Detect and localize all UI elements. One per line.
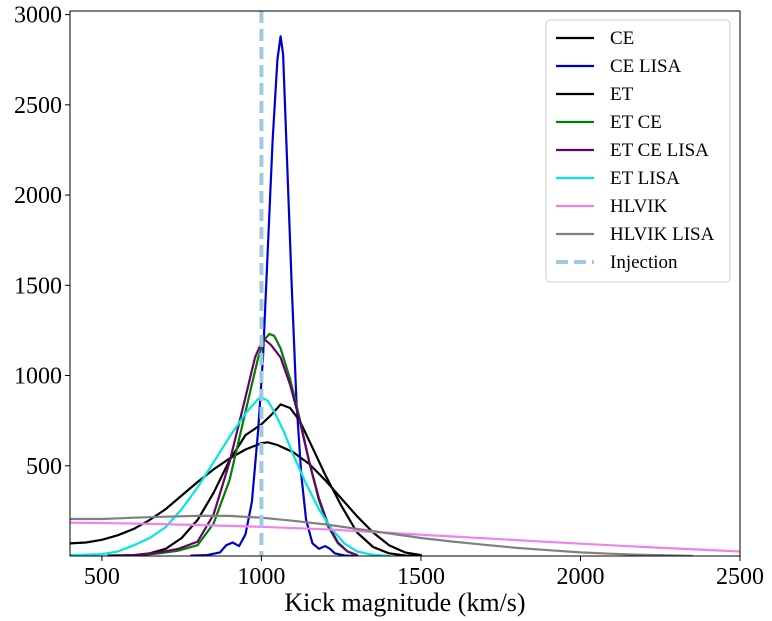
x-axis-title: Kick magnitude (km/s)	[284, 588, 525, 617]
series-line-ce-lisa	[190, 35, 356, 556]
x-tick-label: 1500	[397, 564, 445, 590]
y-tick-label: 1000	[14, 364, 62, 390]
series-line-ce	[70, 441, 423, 556]
x-tick-label: 500	[84, 564, 120, 590]
y-tick-label: 1500	[14, 273, 62, 299]
legend-label-hlvik-lisa: HLVIK LISA	[610, 224, 715, 245]
series-line-hlvik-lisa	[70, 514, 694, 556]
legend-box	[545, 19, 731, 283]
x-tick-label: 1000	[237, 564, 285, 590]
x-axis: 500 1000 1500 2000 2500	[84, 556, 764, 590]
legend: CE CE LISA ET ET CE ET CE LISA ET LISA HLVIK HL…	[545, 19, 731, 283]
y-tick-label: 2000	[14, 183, 62, 209]
y-tick-label: 2500	[14, 93, 62, 119]
legend-label-et: ET	[610, 84, 634, 105]
y-tick-label: 500	[26, 454, 62, 480]
legend-label-et-lisa: ET LISA	[610, 168, 680, 189]
legend-label-ce-lisa: CE LISA	[610, 56, 682, 77]
x-tick-label: 2500	[716, 564, 764, 590]
plot-frame	[69, 10, 741, 557]
legend-label-hlvik: HLVIK	[610, 196, 668, 217]
legend-label-ce: CE	[610, 28, 634, 49]
x-tick-label: 2000	[556, 564, 604, 590]
series-line-hlvik	[70, 521, 740, 553]
series-line-et-ce-lisa	[119, 338, 359, 556]
legend-label-et-ce: ET CE	[610, 112, 662, 133]
series-line-et	[107, 403, 423, 556]
y-axis: 500 1000 1500 2000 2500 3000	[14, 3, 70, 480]
series-layer	[70, 11, 740, 556]
legend-label-injection: Injection	[610, 252, 678, 273]
legend-label-et-ce-lisa: ET CE LISA	[610, 140, 709, 161]
y-tick-label: 3000	[14, 3, 62, 29]
